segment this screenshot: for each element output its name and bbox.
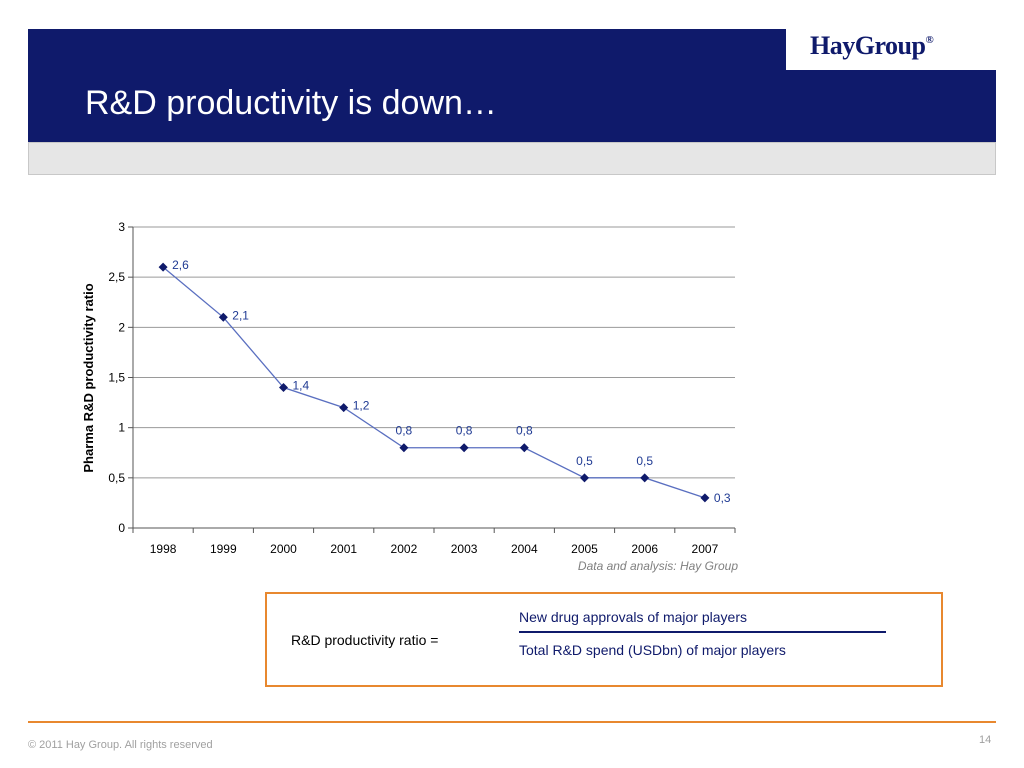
registered-mark: ®: [925, 34, 934, 46]
x-tick-label: 2004: [511, 542, 538, 556]
y-axis-label: Pharma R&D productivity ratio: [81, 283, 96, 472]
logo: HayGroup®: [786, 29, 996, 70]
formula-numerator: New drug approvals of major players: [519, 609, 747, 625]
data-label: 0,5: [576, 454, 593, 468]
data-label: 1,4: [293, 379, 310, 393]
x-tick-label: 2001: [330, 542, 357, 556]
data-label: 0,8: [516, 424, 533, 438]
fraction-bar: [519, 631, 886, 633]
y-tick-label: 1,5: [108, 371, 125, 385]
copyright: © 2011 Hay Group. All rights reserved: [28, 739, 213, 751]
formula-denominator: Total R&D spend (USDbn) of major players: [519, 642, 786, 658]
data-label: 0,5: [636, 454, 653, 468]
data-point: [459, 443, 469, 453]
y-tick-label: 1: [118, 421, 125, 435]
y-tick-label: 2,5: [108, 270, 125, 284]
x-tick-label: 2003: [451, 542, 478, 556]
y-tick-label: 0: [118, 521, 125, 535]
x-tick-label: 2007: [692, 542, 719, 556]
data-label: 0,3: [714, 491, 731, 505]
data-point: [339, 403, 349, 413]
x-tick-label: 2005: [571, 542, 598, 556]
formula-box: R&D productivity ratio = New drug approv…: [265, 592, 943, 687]
x-tick-label: 1998: [150, 542, 177, 556]
data-point: [399, 443, 409, 453]
series-line: [162, 266, 706, 499]
data-label: 2,6: [172, 258, 189, 272]
data-label: 0,8: [396, 424, 413, 438]
data-label: 0,8: [456, 424, 473, 438]
x-tick-label: 2006: [631, 542, 658, 556]
data-label: 1,2: [353, 399, 370, 413]
data-point: [158, 262, 168, 272]
y-tick-label: 3: [118, 220, 125, 234]
data-label: 2,1: [232, 308, 249, 322]
source-note: Data and analysis: Hay Group: [578, 559, 738, 573]
data-point: [700, 493, 710, 503]
data-point: [519, 443, 529, 453]
subtitle-band: [28, 142, 996, 175]
footer-divider: [28, 721, 996, 723]
slide-title: R&D productivity is down…: [85, 84, 497, 122]
x-tick-label: 2002: [391, 542, 418, 556]
logo-text: HayGroup®: [810, 31, 934, 60]
y-tick-label: 2: [118, 320, 125, 334]
data-point: [279, 383, 288, 393]
formula-lhs: R&D productivity ratio =: [291, 632, 439, 648]
x-tick-label: 1999: [210, 542, 237, 556]
productivity-line-chart: Pharma R&D productivity ratio Data and a…: [81, 220, 738, 573]
data-point: [580, 473, 589, 483]
x-tick-label: 2000: [270, 542, 297, 556]
page-number: 14: [979, 734, 992, 746]
data-point: [218, 312, 228, 322]
y-tick-label: 0,5: [108, 471, 125, 485]
data-point: [640, 473, 650, 483]
